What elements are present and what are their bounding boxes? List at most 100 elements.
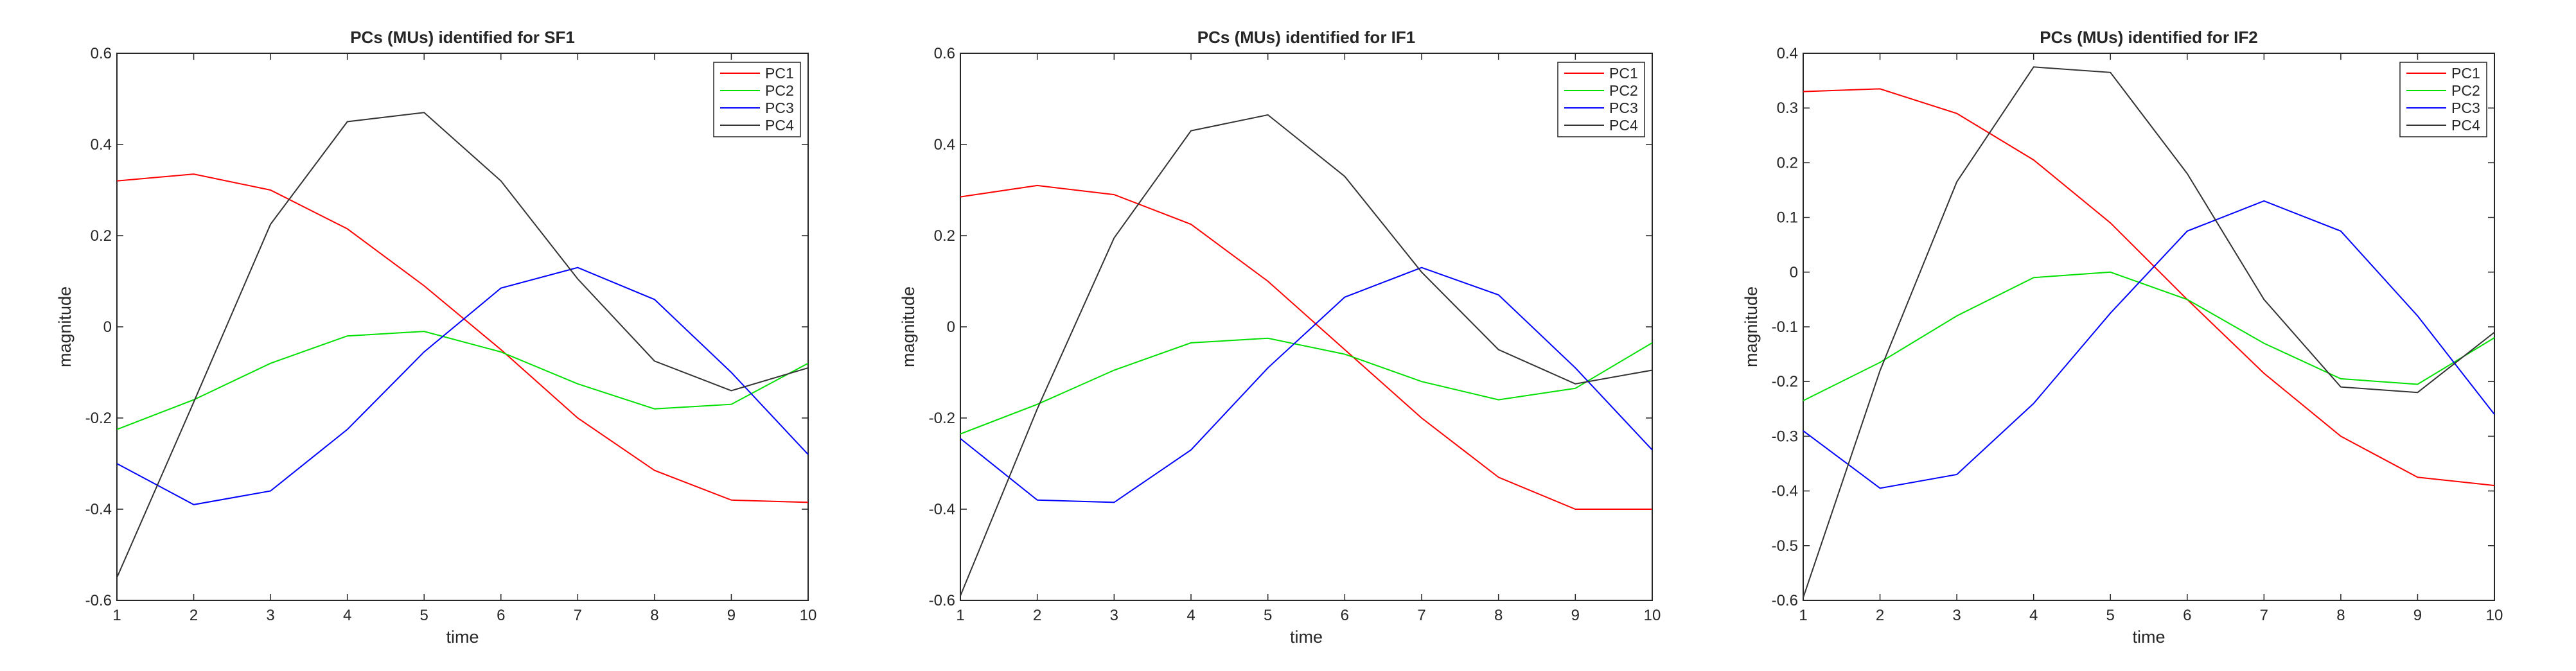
x-tick-label: 10 [2486, 607, 2503, 624]
series-line-pc2 [1803, 271, 2495, 401]
plot-area [1803, 53, 2495, 601]
x-tick-label: 9 [727, 607, 736, 624]
legend-label: PC2 [2451, 82, 2480, 99]
x-tick-label: 9 [2413, 607, 2422, 624]
legend-label: PC4 [765, 117, 794, 134]
y-tick-label: 0.2 [91, 227, 112, 245]
series-line-pc3 [960, 266, 1653, 503]
x-tick-label: 6 [2183, 607, 2191, 624]
y-tick-label: 0 [947, 318, 955, 336]
series-line-pc1 [960, 184, 1652, 510]
chart-title: PCs (MUs) identified for IF2 [2040, 28, 2257, 47]
x-tick-label: 7 [1417, 607, 1425, 624]
series-line-pc4 [1803, 66, 2495, 598]
y-tick-label: 0.6 [934, 45, 955, 62]
x-tick-label: 7 [2260, 607, 2268, 624]
series-line-pc1 [1803, 88, 2495, 487]
series-line-pc4 [116, 112, 809, 578]
x-axis-label: time [2132, 627, 2165, 647]
chart-title: PCs (MUs) identified for SF1 [350, 28, 575, 47]
series-line-pc3 [116, 266, 809, 505]
y-tick-label: -0.6 [85, 592, 112, 609]
x-tick-label: 8 [2336, 607, 2345, 624]
series-line-pc2 [960, 337, 1653, 435]
y-tick-label: -0.2 [1772, 373, 1798, 390]
series-line-pc4 [960, 114, 1653, 597]
x-tick-label: 1 [112, 607, 121, 624]
y-tick-label: -0.3 [1772, 428, 1798, 445]
x-tick-label: 5 [2106, 607, 2115, 624]
legend-label: PC3 [2451, 100, 2480, 116]
y-axis-label: magnitude [899, 286, 918, 367]
x-tick-label: 9 [1571, 607, 1580, 624]
x-tick-label: 4 [1187, 607, 1195, 624]
legend-label: PC4 [2451, 117, 2480, 134]
chart-panel-1: PCs (MUs) identified for SF1 1 2 3 4 5 6 7 8 9 10 -… [55, 28, 816, 647]
x-tick-label: 6 [497, 607, 505, 624]
x-axis-label: time [1290, 627, 1323, 647]
y-tick-label: -0.6 [929, 592, 955, 609]
y-tick-label: -0.6 [1772, 592, 1798, 609]
x-tick-label: 3 [1110, 607, 1118, 624]
y-tick-label: -0.5 [1772, 537, 1798, 555]
y-tick-label: 0.4 [91, 136, 112, 153]
y-tick-label: 0 [103, 318, 112, 336]
chart-title: PCs (MUs) identified for IF1 [1197, 28, 1415, 47]
x-tick-label: 6 [1341, 607, 1349, 624]
x-tick-label: 1 [956, 607, 964, 624]
legend-label: PC1 [1609, 65, 1638, 82]
x-tick-label: 5 [1264, 607, 1272, 624]
legend-label: PC3 [1609, 100, 1638, 116]
x-tick-label: 7 [574, 607, 582, 624]
y-tick-label: -0.2 [85, 410, 112, 427]
x-tick-label: 2 [190, 607, 198, 624]
x-tick-label: 8 [650, 607, 658, 624]
x-tick-label: 4 [2029, 607, 2038, 624]
y-tick-label: 0.3 [1777, 100, 1798, 117]
plot-area [960, 53, 1653, 601]
x-tick-label: 2 [1876, 607, 1884, 624]
x-tick-label: 10 [800, 607, 817, 624]
x-tick-label: 3 [266, 607, 274, 624]
y-tick-label: -0.2 [929, 410, 955, 427]
y-tick-label: -0.1 [1772, 318, 1798, 336]
y-tick-label: -0.4 [85, 501, 112, 518]
y-tick-label: 0.4 [934, 136, 955, 153]
y-tick-label: 0 [1790, 264, 1798, 281]
chart-panel-2: PCs (MUs) identified for IF1 1 2 3 4 5 6 7 8 9 10 -… [899, 28, 1661, 647]
legend-label: PC4 [1609, 117, 1638, 134]
legend-label: PC2 [1609, 82, 1638, 99]
y-tick-label: 0.2 [934, 227, 955, 245]
y-axis-label: magnitude [55, 286, 75, 367]
legend-box [1557, 62, 1645, 137]
x-tick-label: 8 [1494, 607, 1503, 624]
y-tick-label: 0.4 [1777, 45, 1798, 62]
legend-label: PC3 [765, 100, 794, 116]
series-line-pc3 [1803, 200, 2495, 489]
x-axis-label: time [446, 627, 479, 647]
y-tick-label: 0.1 [1777, 209, 1798, 227]
x-tick-label: 5 [420, 607, 428, 624]
y-tick-label: -0.4 [929, 501, 955, 518]
legend-label: PC2 [765, 82, 794, 99]
series-line-pc1 [116, 173, 809, 503]
y-tick-label: 0.2 [1777, 154, 1798, 171]
legend-label: PC1 [765, 65, 794, 82]
legend-label: PC1 [2451, 65, 2480, 82]
x-tick-label: 10 [1644, 607, 1661, 624]
y-tick-label: 0.6 [91, 45, 112, 62]
x-tick-label: 1 [1799, 607, 1807, 624]
x-tick-label: 2 [1033, 607, 1041, 624]
y-tick-label: -0.4 [1772, 483, 1798, 500]
y-axis-label: magnitude [1742, 286, 1761, 367]
legend-box [2399, 62, 2487, 137]
x-tick-label: 3 [1952, 607, 1961, 624]
legend-box [713, 62, 801, 137]
plot-area [116, 53, 809, 601]
x-tick-label: 4 [343, 607, 351, 624]
chart-panel-3: PCs (MUs) identified for IF2 1 2 3 4 5 6 7 8 9 10 -… [1742, 28, 2503, 647]
